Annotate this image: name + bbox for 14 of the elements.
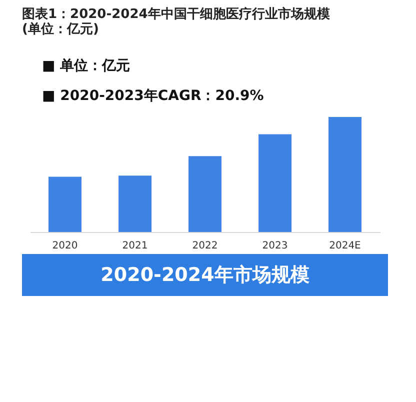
chart-title: 图表1：2020-2024年中国干细胞医疗行业市场规模(单位：亿元): [22, 6, 330, 37]
bar: [188, 156, 222, 232]
text: ■ 2020-2023年CAGR：20.9%: [42, 88, 264, 104]
x-axis-title: 2020-2024年市场规模: [100, 264, 310, 286]
x-tick-label: 2021: [122, 240, 148, 252]
text: ■ 单位：亿元: [42, 58, 130, 74]
x-tick-label: 2023: [262, 240, 288, 252]
bar: [48, 176, 82, 232]
x-tick-label: 2024E: [329, 240, 361, 252]
bar: [118, 176, 152, 232]
bar: [258, 134, 292, 232]
bar: [328, 117, 362, 232]
x-tick-label: 2022: [192, 240, 218, 252]
x-tick-label: 2020: [52, 240, 78, 252]
